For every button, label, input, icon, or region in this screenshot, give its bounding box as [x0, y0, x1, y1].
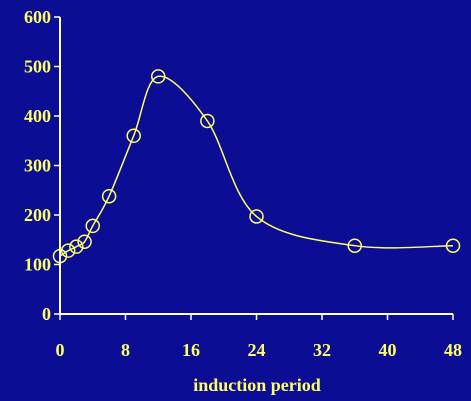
- data-point: [60, 243, 76, 258]
- x-tick-label: 16: [182, 340, 200, 360]
- data-point: [151, 69, 166, 84]
- y-axis: 0 100 200 300 400 500 600: [24, 7, 61, 324]
- data-point: [347, 238, 362, 253]
- data-point: [200, 113, 215, 129]
- y-tick-label: 600: [24, 7, 51, 27]
- x-tick-label: 48: [444, 340, 462, 360]
- x-tick-label: 32: [313, 340, 331, 360]
- x-tick-label: 8: [121, 340, 130, 360]
- data-point: [445, 238, 461, 253]
- data-point: [249, 209, 264, 224]
- x-axis-title: induction period: [193, 375, 321, 395]
- y-tick-label: 0: [42, 304, 51, 324]
- series-line-0: [59, 75, 454, 257]
- x-tick-label: 40: [379, 340, 397, 360]
- x-tick-label: 24: [248, 340, 266, 360]
- y-tick-label: 200: [24, 205, 51, 225]
- data-point: [101, 188, 117, 204]
- x-axis: 0 8 16 24 32 40 48: [56, 313, 462, 360]
- y-tick-label: 400: [24, 106, 51, 126]
- data-point: [52, 248, 68, 264]
- data-point: [126, 128, 141, 144]
- y-tick-label: 300: [24, 156, 51, 176]
- data-point: [77, 234, 92, 249]
- data-point: [85, 218, 100, 234]
- series-group: [52, 69, 461, 264]
- data-point: [69, 239, 84, 254]
- y-tick-label: 100: [24, 255, 51, 275]
- y-tick-label: 500: [24, 57, 51, 77]
- x-tick-label: 0: [56, 340, 65, 360]
